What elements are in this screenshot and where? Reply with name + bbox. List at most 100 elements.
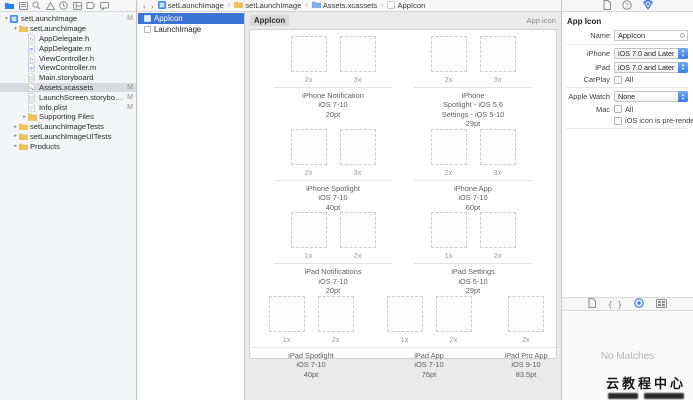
popup-iphone[interactable]: iOS 7.0 and Later ▴ ▾ <box>614 48 688 59</box>
back-arrow-icon[interactable]: ‹ <box>143 0 146 11</box>
object-library-pane: No Matches <box>562 312 693 400</box>
popup-apple-watch[interactable]: None ▴ ▾ <box>614 91 688 103</box>
breakpoint-navigator-icon[interactable] <box>86 1 95 10</box>
find-navigator-icon[interactable] <box>32 1 41 10</box>
checkbox-ios-icon-is-pre-rendered[interactable]: iOS icon is pre-rendered <box>614 116 693 125</box>
tree-item-setlaunchimageuitests[interactable]: ▸ setLaunchImageUITests <box>0 132 136 142</box>
issue-navigator-icon[interactable] <box>45 1 55 10</box>
breadcrumb-segment-setlaunchimage[interactable]: setLaunchImage <box>233 1 302 11</box>
media-library-icon[interactable] <box>656 295 668 313</box>
empty-icon-slot[interactable] <box>290 212 327 249</box>
breadcrumb-segment-setlaunchimage[interactable]: setLaunchImage <box>157 0 224 11</box>
group-divider <box>414 179 532 181</box>
empty-icon-slot[interactable] <box>430 212 467 249</box>
group-caption: iPhone Spotlight - iOS 5,6 Settings - iOS … <box>441 91 505 129</box>
asset-list-item-appicon[interactable]: AppIcon <box>138 13 244 24</box>
checkbox-box[interactable] <box>614 105 622 114</box>
group-caption: iPad Pro App iOS 9-10 83.5pt <box>504 350 548 379</box>
popup-ipad[interactable]: iOS 7.0 and Later ▴ ▾ <box>614 61 688 73</box>
icon-group-ipad-spotlight: 1x 2x iPad Spotlight iOS 7-10 40pt <box>252 295 370 379</box>
tree-item-appdelegate-m[interactable]: m AppDelegate.m <box>0 43 136 53</box>
tree-item-viewcontroller-h[interactable]: h ViewController.h <box>0 53 136 63</box>
symbol-navigator-icon[interactable] <box>18 1 28 10</box>
navigator-toolbar <box>0 0 136 12</box>
tree-item-label: setLaunchImageUITests <box>30 131 112 141</box>
folder-icon <box>28 112 37 121</box>
asset-list-item-launchimage[interactable]: LaunchImage <box>138 24 244 35</box>
tree-item-main-storyboard[interactable]: Main.storyboard <box>0 73 136 83</box>
asset-type-label: App icon <box>526 15 556 25</box>
name-field[interactable]: AppIcon <box>614 30 688 41</box>
code-snippet-library-icon[interactable]: { } <box>607 299 623 309</box>
attributes-inspector-icon[interactable] <box>642 0 653 15</box>
disclosure-closed-icon[interactable]: ▸ <box>14 143 17 150</box>
empty-icon-slot[interactable] <box>508 295 544 332</box>
tree-item-label: Main.storyboard <box>39 73 94 83</box>
checkbox-box[interactable] <box>614 116 622 125</box>
slot-2x: 2x <box>430 128 467 177</box>
tree-item-setlaunchimage[interactable]: ▾ setLaunchImage M <box>0 14 136 24</box>
empty-icon-slot[interactable] <box>290 36 327 72</box>
empty-icon-slot[interactable] <box>430 36 467 72</box>
checkbox-all[interactable]: All <box>614 75 633 84</box>
test-navigator-icon[interactable] <box>59 1 68 10</box>
empty-icon-slot[interactable] <box>290 128 327 165</box>
tree-item-setlaunchimage[interactable]: ▾ setLaunchImage <box>0 24 136 34</box>
object-library-icon[interactable] <box>634 295 645 313</box>
disclosure-closed-icon[interactable]: ▸ <box>23 113 26 120</box>
watermark-title: 云教程中心 <box>605 377 686 392</box>
empty-icon-slot[interactable] <box>268 295 305 332</box>
empty-icon-slot[interactable] <box>479 36 516 72</box>
tree-item-label: setLaunchImageTests <box>30 122 104 132</box>
plist-icon <box>28 102 37 112</box>
breadcrumb-segment-appicon[interactable]: AppIcon <box>387 0 425 11</box>
report-navigator-icon[interactable] <box>99 1 109 10</box>
debug-navigator-icon[interactable] <box>72 1 82 10</box>
tree-item-assets-xcassets[interactable]: Assets.xcassets M <box>0 82 136 93</box>
folder-icon <box>19 132 28 141</box>
project-navigator-icon[interactable] <box>5 1 14 10</box>
empty-icon-slot[interactable] <box>339 128 376 165</box>
tree-item-appdelegate-h[interactable]: h AppDelegate.h <box>0 34 136 44</box>
group-divider <box>252 346 370 348</box>
tree-item-products[interactable]: ▸ Products <box>0 141 136 151</box>
empty-icon-slot[interactable] <box>317 295 354 332</box>
tree-item-launchscreen-storyboard[interactable]: LaunchScreen.storyboard M <box>0 92 136 102</box>
group-caption: iPad Settings iOS 5-10 29pt <box>451 267 495 296</box>
breadcrumb-segment-assets-xcassets[interactable]: Assets.xcassets <box>311 1 377 11</box>
breadcrumb-label: setLaunchImage <box>245 1 302 10</box>
empty-icon-slot[interactable] <box>479 212 516 249</box>
file-template-library-icon[interactable] <box>588 295 596 313</box>
empty-icon-slot[interactable] <box>339 36 376 72</box>
disclosure-closed-icon[interactable]: ▸ <box>14 133 17 140</box>
group-divider <box>274 263 392 265</box>
disclosure-open-icon[interactable]: ▾ <box>5 15 8 22</box>
empty-icon-slot[interactable] <box>479 128 516 165</box>
tree-item-label: ViewController.m <box>39 63 97 73</box>
tree-item-viewcontroller-m[interactable]: m ViewController.m <box>0 63 136 73</box>
disclosure-closed-icon[interactable]: ▸ <box>14 123 17 130</box>
selected-asset-chip[interactable]: AppIcon <box>250 14 290 26</box>
empty-icon-slot[interactable] <box>386 295 423 332</box>
disclosure-open-icon[interactable]: ▾ <box>14 25 17 32</box>
empty-icon-slot[interactable] <box>435 295 472 332</box>
tree-item-info-plist[interactable]: Info.plist M <box>0 102 136 112</box>
slot-list: 1x 2x <box>386 295 472 344</box>
svg-text:h: h <box>30 37 33 43</box>
file-inspector-icon[interactable] <box>603 0 611 15</box>
slot-3x: 3x <box>339 128 376 177</box>
scale-label: 1x <box>400 334 409 344</box>
slot-list: 2x <box>508 295 544 344</box>
quick-help-inspector-icon[interactable]: ? <box>621 0 632 15</box>
forward-arrow-icon[interactable]: › <box>150 0 154 11</box>
empty-icon-slot[interactable] <box>339 212 376 249</box>
token-circle-icon[interactable] <box>680 33 685 38</box>
checkbox-all[interactable]: All <box>614 105 633 114</box>
svg-text:h: h <box>30 57 33 63</box>
tree-item-supporting-files[interactable]: ▸ Supporting Files <box>0 112 136 122</box>
slot-2x: 2x <box>479 212 516 260</box>
checkbox-box[interactable] <box>614 75 622 84</box>
tree-item-setlaunchimagetests[interactable]: ▸ setLaunchImageTests <box>0 122 136 132</box>
empty-icon-slot[interactable] <box>430 128 467 165</box>
file-h-icon: h <box>28 34 37 43</box>
